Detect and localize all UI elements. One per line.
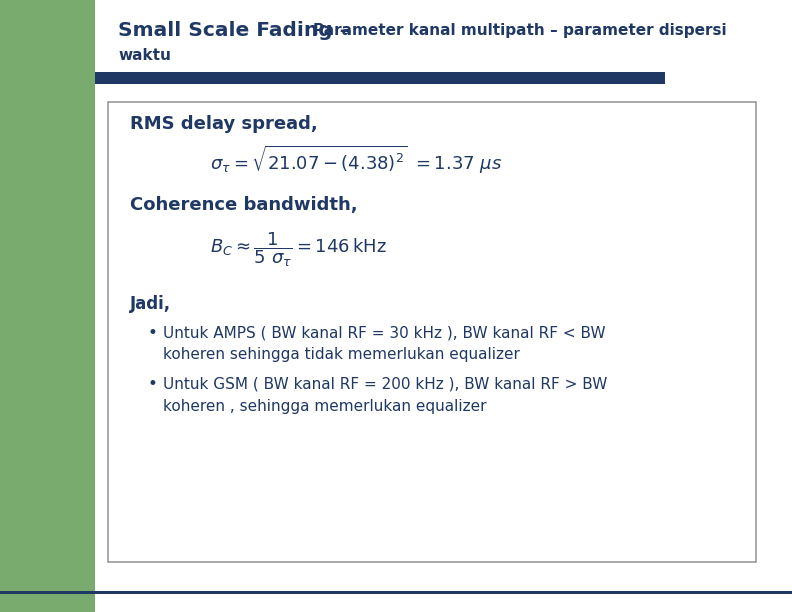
Text: Untuk AMPS ( BW kanal RF = 30 kHz ), BW kanal RF < BW: Untuk AMPS ( BW kanal RF = 30 kHz ), BW …: [163, 326, 606, 340]
Bar: [95, 72, 665, 84]
Text: Coherence bandwidth,: Coherence bandwidth,: [130, 196, 358, 214]
Text: •: •: [148, 324, 158, 342]
Text: $B_C \approx \dfrac{1}{5\ \sigma_\tau} = 146\,\mathrm{kHz}$: $B_C \approx \dfrac{1}{5\ \sigma_\tau} =…: [210, 231, 386, 269]
Text: koheren sehingga tidak memerlukan equalizer: koheren sehingga tidak memerlukan equali…: [163, 348, 520, 362]
Text: Parameter kanal multipath – parameter dispersi: Parameter kanal multipath – parameter di…: [313, 23, 726, 37]
Text: waktu: waktu: [118, 48, 171, 62]
FancyBboxPatch shape: [108, 102, 756, 562]
Text: RMS delay spread,: RMS delay spread,: [130, 115, 318, 133]
Text: $\sigma_\tau = \sqrt{21.07-(4.38)^2}\ =1.37\ \mu s$: $\sigma_\tau = \sqrt{21.07-(4.38)^2}\ =1…: [210, 144, 502, 176]
Bar: [0, 0, 95, 612]
Text: Small Scale Fading –: Small Scale Fading –: [118, 20, 356, 40]
Text: Jadi,: Jadi,: [130, 295, 171, 313]
Text: •: •: [148, 375, 158, 393]
Text: koheren , sehingga memerlukan equalizer: koheren , sehingga memerlukan equalizer: [163, 398, 486, 414]
Text: Untuk GSM ( BW kanal RF = 200 kHz ), BW kanal RF > BW: Untuk GSM ( BW kanal RF = 200 kHz ), BW …: [163, 376, 607, 392]
Bar: [0, 591, 792, 594]
